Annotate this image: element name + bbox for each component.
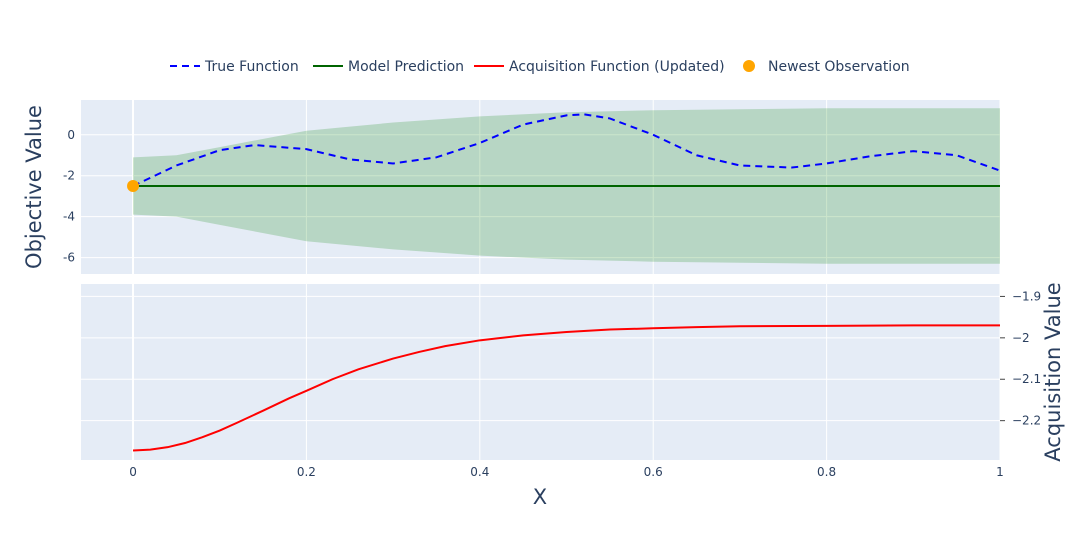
acquisition-y-tick-label: −1.9 xyxy=(1012,289,1041,303)
legend-item[interactable]: Acquisition Function (Updated) xyxy=(474,59,725,75)
acquisition-plot-background xyxy=(81,284,1000,460)
legend-item[interactable]: Model Prediction xyxy=(313,59,464,75)
legend-swatch xyxy=(743,60,755,72)
x-tick-label: 0.8 xyxy=(817,465,836,479)
legend-item[interactable]: True Function xyxy=(170,59,299,75)
legend-label: Newest Observation xyxy=(768,59,910,75)
legend-label: True Function xyxy=(204,59,299,75)
legend-item[interactable]: Newest Observation xyxy=(743,59,910,75)
acquisition-y-ticks: −1.9 −2 −2.1 −2.2 xyxy=(1000,289,1041,428)
acquisition-gridlines xyxy=(81,284,1001,460)
objective-y-axis-title: Objective Value xyxy=(22,105,46,269)
acquisition-y-tick-label: −2 xyxy=(1012,331,1030,345)
x-tick-label: 0.6 xyxy=(644,465,663,479)
x-axis-ticks: 0 0.2 0.4 0.6 0.8 1 xyxy=(129,465,1004,479)
objective-y-tick-label: 0 xyxy=(67,128,75,142)
objective-y-tick-label: -4 xyxy=(63,210,75,224)
objective-subplot: 0 -2 -4 -6 Objective Value xyxy=(22,100,1001,274)
legend-label: Acquisition Function (Updated) xyxy=(509,59,725,75)
acquisition-subplot: −1.9 −2 −2.1 −2.2 0 0.2 0.4 0.6 0.8 1 Acquisitio… xyxy=(81,282,1065,509)
legend[interactable]: True Function Model Prediction Acquisition… xyxy=(170,59,910,75)
objective-y-tick-label: -6 xyxy=(63,251,75,265)
objective-y-ticks: 0 -2 -4 -6 xyxy=(63,128,75,265)
x-tick-label: 1 xyxy=(996,465,1004,479)
true-function-line xyxy=(132,113,1001,187)
acquisition-y-tick-label: −2.2 xyxy=(1012,414,1041,428)
newest-observation-point xyxy=(127,179,140,192)
acquisition-function-line xyxy=(132,324,1000,452)
objective-y-tick-label: -2 xyxy=(63,169,75,183)
objective-plot-background xyxy=(81,100,1000,274)
legend-label: Model Prediction xyxy=(348,59,464,75)
acquisition-y-axis-title: Acquisition Value xyxy=(1041,282,1065,461)
acquisition-y-tick-label: −2.1 xyxy=(1012,372,1041,386)
objective-gridlines xyxy=(81,100,1001,274)
x-tick-label: 0.2 xyxy=(297,465,316,479)
x-tick-label: 0.4 xyxy=(470,465,489,479)
acquisition-series xyxy=(132,324,1000,452)
x-tick-label: 0 xyxy=(129,465,137,479)
x-axis-title: X xyxy=(533,485,547,509)
objective-series xyxy=(127,108,1001,264)
